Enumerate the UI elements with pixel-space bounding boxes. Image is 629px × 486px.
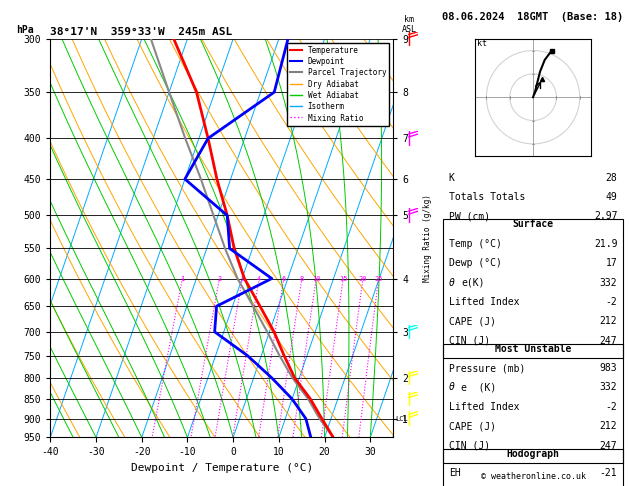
- Text: 212: 212: [599, 421, 617, 432]
- Text: Pressure (mb): Pressure (mb): [449, 363, 525, 373]
- Text: Most Unstable: Most Unstable: [495, 344, 571, 354]
- Text: Totals Totals: Totals Totals: [449, 192, 525, 202]
- Text: Mixing Ratio (g/kg): Mixing Ratio (g/kg): [423, 194, 432, 282]
- Text: Surface: Surface: [513, 219, 554, 229]
- Legend: Temperature, Dewpoint, Parcel Trajectory, Dry Adiabat, Wet Adiabat, Isotherm, Mi: Temperature, Dewpoint, Parcel Trajectory…: [287, 43, 389, 125]
- Text: θ: θ: [449, 382, 455, 393]
- Text: -2: -2: [606, 297, 617, 307]
- Text: 25: 25: [374, 276, 383, 281]
- Text: Dewp (°C): Dewp (°C): [449, 258, 502, 268]
- Text: 1: 1: [181, 276, 184, 281]
- Text: 21.9: 21.9: [594, 239, 617, 249]
- Text: 8: 8: [300, 276, 304, 281]
- Text: -2: -2: [606, 402, 617, 412]
- Text: 332: 332: [599, 382, 617, 393]
- Text: CAPE (J): CAPE (J): [449, 316, 496, 327]
- Text: © weatheronline.co.uk: © weatheronline.co.uk: [481, 472, 586, 481]
- Text: e(K): e(K): [462, 278, 485, 288]
- Text: CIN (J): CIN (J): [449, 336, 490, 346]
- Text: -21: -21: [599, 468, 617, 478]
- Text: km
ASL: km ASL: [401, 15, 416, 34]
- Text: 6: 6: [282, 276, 286, 281]
- Text: 2.97: 2.97: [594, 211, 617, 222]
- Text: 28: 28: [606, 173, 617, 183]
- Bar: [443, 344, 623, 463]
- X-axis label: Dewpoint / Temperature (°C): Dewpoint / Temperature (°C): [131, 463, 313, 473]
- Text: 17: 17: [606, 258, 617, 268]
- Text: hPa: hPa: [16, 25, 34, 35]
- Bar: [443, 449, 623, 486]
- Text: 332: 332: [599, 278, 617, 288]
- Text: 08.06.2024  18GMT  (Base: 18): 08.06.2024 18GMT (Base: 18): [442, 12, 624, 22]
- Text: 212: 212: [599, 316, 617, 327]
- Text: LCL: LCL: [396, 416, 408, 422]
- Bar: [443, 219, 623, 358]
- Text: e  (K): e (K): [462, 382, 497, 393]
- Text: 15: 15: [339, 276, 347, 281]
- Text: 247: 247: [599, 441, 617, 451]
- Text: 10: 10: [312, 276, 321, 281]
- Text: 3: 3: [240, 276, 245, 281]
- Text: 4: 4: [257, 276, 261, 281]
- Text: θ: θ: [449, 278, 455, 288]
- Text: CIN (J): CIN (J): [449, 441, 490, 451]
- Text: kt: kt: [477, 39, 487, 48]
- Text: 38°17'N  359°33'W  245m ASL: 38°17'N 359°33'W 245m ASL: [50, 27, 233, 37]
- Text: 983: 983: [599, 363, 617, 373]
- Text: Hodograph: Hodograph: [506, 449, 560, 459]
- Text: CAPE (J): CAPE (J): [449, 421, 496, 432]
- Text: 49: 49: [606, 192, 617, 202]
- Text: Lifted Index: Lifted Index: [449, 297, 520, 307]
- Text: PW (cm): PW (cm): [449, 211, 490, 222]
- Text: Temp (°C): Temp (°C): [449, 239, 502, 249]
- Text: EH: EH: [449, 468, 460, 478]
- Text: 247: 247: [599, 336, 617, 346]
- Text: Lifted Index: Lifted Index: [449, 402, 520, 412]
- Text: K: K: [449, 173, 455, 183]
- Text: 20: 20: [359, 276, 367, 281]
- Text: 2: 2: [218, 276, 221, 281]
